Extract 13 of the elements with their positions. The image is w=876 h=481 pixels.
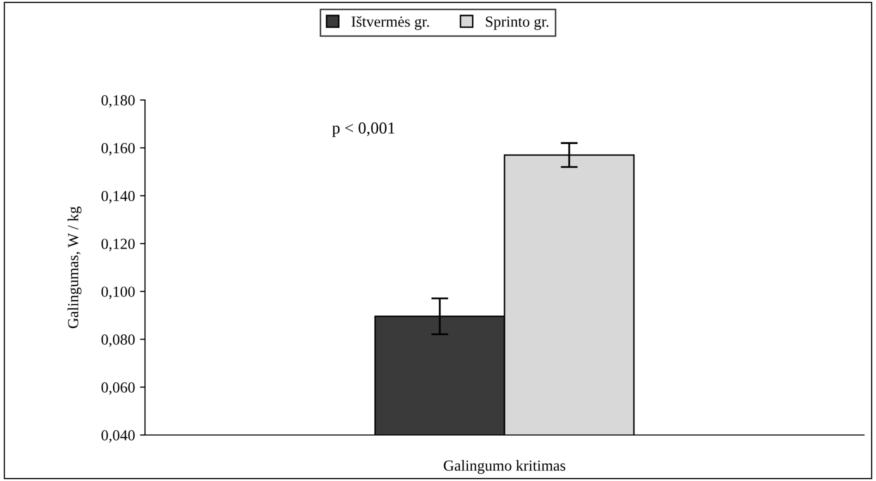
legend-label: Ištvermės gr. bbox=[352, 16, 429, 30]
y-tick-label: 0,060 bbox=[101, 382, 135, 395]
y-tick-label: 0,120 bbox=[101, 238, 135, 252]
y-tick-label: 0,160 bbox=[101, 143, 135, 156]
y-tick-label: 0,140 bbox=[101, 190, 135, 204]
y-tick-label: 0,040 bbox=[101, 430, 135, 443]
annotation: p < 0,001 bbox=[332, 122, 395, 138]
y-axis-title: Galingumas, W / kg bbox=[68, 206, 82, 328]
y-tick-label: 0,100 bbox=[101, 286, 135, 300]
legend-label: Sprinto gr. bbox=[486, 16, 548, 30]
y-tick-label: 0,180 bbox=[101, 95, 135, 108]
y-tick-label: 0,080 bbox=[101, 334, 135, 347]
x-tick-label: Galingumo kritimas bbox=[444, 460, 566, 474]
